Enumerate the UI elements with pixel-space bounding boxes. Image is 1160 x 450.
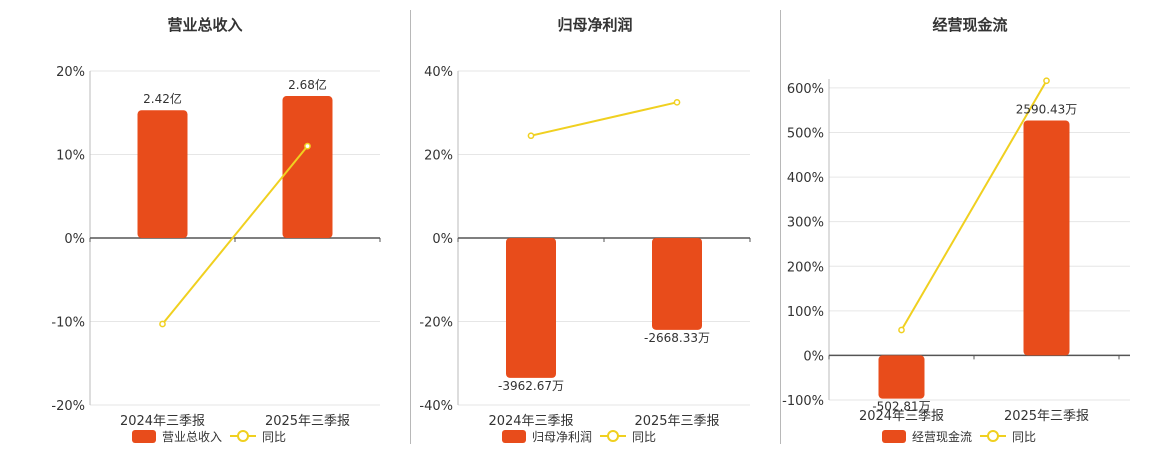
y-tick-label: 0% [432, 232, 453, 247]
grid [829, 87, 1130, 401]
legend-swatch-bar [502, 430, 526, 443]
x-tick-label: 2025年三季报 [634, 414, 719, 429]
x-tick-label: 2024年三季报 [859, 409, 944, 424]
panel-divider [410, 10, 411, 444]
chart-title: 营业总收入 [167, 16, 243, 34]
line-path [900, 80, 1048, 331]
chart-title: 经营现金流 [932, 16, 1008, 34]
x-tick-label: 2024年三季报 [488, 414, 573, 429]
legend-swatch-marker [607, 430, 619, 442]
bar-series [506, 238, 702, 378]
axes: 600% 500% 400% 300% 200% 100% 0% -100% 2024年三季报 2… [782, 79, 1130, 424]
legend-label: 经营现金流 [912, 429, 972, 444]
chart-panel-cash-flow: 经营现金流 600% 500% 400% 300% 200% 100% 0% -100% 202… [780, 0, 1160, 450]
bar-series [137, 96, 333, 238]
axes: 20% 10% 0% -10% -20% 2024年三季报 2025年三季报 [51, 65, 381, 429]
legend-label: 同比 [632, 430, 656, 444]
x-tick-label: 2025年三季报 [1004, 409, 1089, 424]
data-label: 2.42亿 [143, 91, 182, 106]
legend-swatch-marker [987, 430, 999, 442]
line-path [161, 145, 309, 325]
legend-label: 同比 [262, 430, 286, 444]
chart-panel-net-profit: 归母净利润 40% 20% 0% -20% -40% 2024年三季报 2025年三季报 -3… [410, 0, 780, 450]
line-series [527, 98, 681, 140]
legend: 经营现金流 同比 [882, 429, 1036, 444]
bar-series [878, 120, 1070, 399]
line-series [159, 142, 311, 328]
line-point [159, 320, 166, 328]
data-label: 2.68亿 [288, 77, 327, 92]
x-tick-label: 2024年三季报 [120, 414, 205, 429]
y-tick-label: 40% [424, 65, 453, 80]
data-label: -2668.33万 [644, 331, 710, 345]
chart-title: 归母净利润 [557, 16, 633, 34]
y-tick-label: 400% [787, 171, 824, 186]
panel-divider [780, 10, 781, 444]
line-point [527, 132, 535, 140]
data-label: -502.81万 [872, 400, 930, 414]
line-series [898, 77, 1050, 334]
y-tick-label: -20% [419, 316, 453, 331]
line-path [530, 101, 678, 137]
y-tick-label: 20% [424, 149, 453, 164]
bar [282, 96, 333, 238]
legend-swatch-bar [882, 430, 906, 443]
y-tick-label: 200% [787, 260, 824, 275]
data-labels: -3962.67万 -2668.33万 [498, 331, 710, 393]
legend-swatch-bar [132, 430, 156, 443]
y-tick-label: 500% [787, 127, 824, 142]
y-tick-label: 20% [56, 65, 85, 80]
chart-cash-flow: 600% 500% 400% 300% 200% 100% 0% -100% 2024年三季报 2… [782, 77, 1130, 444]
data-label: -3962.67万 [498, 379, 564, 393]
legend: 归母净利润 同比 [502, 430, 656, 444]
line-point [898, 326, 905, 334]
bar [137, 110, 188, 238]
line-point [304, 142, 311, 150]
legend-label: 同比 [1012, 430, 1036, 444]
chart-panel-revenue: 营业总收入 20% 10% 0% -10% -20% 2024年三季报 2025年三季报 2.… [0, 0, 410, 450]
grid [90, 70, 380, 406]
data-labels: -502.81万 2590.43万 [872, 102, 1077, 413]
y-tick-label: -100% [782, 394, 824, 409]
axes: 40% 20% 0% -20% -40% 2024年三季报 2025年三季报 [419, 65, 751, 429]
y-tick-label: -20% [51, 399, 85, 414]
chart-net-profit: 40% 20% 0% -20% -40% 2024年三季报 2025年三季报 -3962.67… [419, 65, 751, 444]
y-tick-label: -40% [419, 399, 453, 414]
legend-label: 营业总收入 [162, 430, 222, 444]
y-tick-label: 0% [803, 349, 824, 364]
x-tick-label: 2025年三季报 [265, 414, 350, 429]
data-label: 2590.43万 [1016, 102, 1078, 116]
legend-swatch-marker [237, 430, 249, 442]
legend-label: 归母净利润 [532, 430, 592, 444]
y-tick-label: 300% [787, 216, 824, 231]
chart-revenue: 20% 10% 0% -10% -20% 2024年三季报 2025年三季报 2.42亿 2.6… [51, 65, 381, 444]
data-labels: 2.42亿 2.68亿 [143, 77, 327, 106]
line-point [673, 98, 681, 106]
y-tick-label: 0% [64, 232, 85, 247]
bar [878, 355, 925, 399]
line-point [1043, 77, 1050, 85]
y-tick-label: -10% [51, 316, 85, 331]
bar [1023, 120, 1070, 356]
bar [652, 238, 702, 330]
y-tick-label: 100% [787, 305, 824, 320]
y-tick-label: 10% [56, 149, 85, 164]
legend: 营业总收入 同比 [132, 430, 286, 444]
y-tick-label: 600% [787, 82, 824, 97]
bar [506, 238, 556, 378]
